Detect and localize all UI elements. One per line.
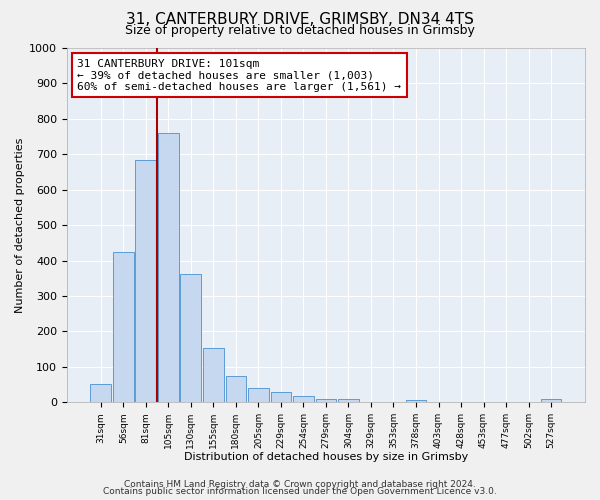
Bar (316, 398, 337, 402)
Bar (541, 400, 562, 402)
Bar (271, 392, 291, 402)
X-axis label: Distribution of detached houses by size in Grimsby: Distribution of detached houses by size … (184, 452, 468, 462)
Bar (293, 396, 314, 402)
Text: Contains HM Land Registry data © Crown copyright and database right 2024.: Contains HM Land Registry data © Crown c… (124, 480, 476, 489)
Bar (203, 348, 224, 402)
Text: 31 CANTERBURY DRIVE: 101sqm
← 39% of detached houses are smaller (1,003)
60% of : 31 CANTERBURY DRIVE: 101sqm ← 39% of det… (77, 58, 401, 92)
Bar (226, 376, 246, 402)
Text: 31, CANTERBURY DRIVE, GRIMSBY, DN34 4TS: 31, CANTERBURY DRIVE, GRIMSBY, DN34 4TS (126, 12, 474, 28)
Bar (136, 160, 156, 402)
Y-axis label: Number of detached properties: Number of detached properties (15, 138, 25, 313)
Bar (91, 384, 111, 402)
Bar (181, 274, 201, 402)
Bar (338, 400, 359, 402)
Bar (113, 252, 134, 402)
Bar (406, 400, 427, 402)
Bar (248, 388, 269, 402)
Bar (158, 133, 179, 402)
Text: Size of property relative to detached houses in Grimsby: Size of property relative to detached ho… (125, 24, 475, 37)
Text: Contains public sector information licensed under the Open Government Licence v3: Contains public sector information licen… (103, 487, 497, 496)
